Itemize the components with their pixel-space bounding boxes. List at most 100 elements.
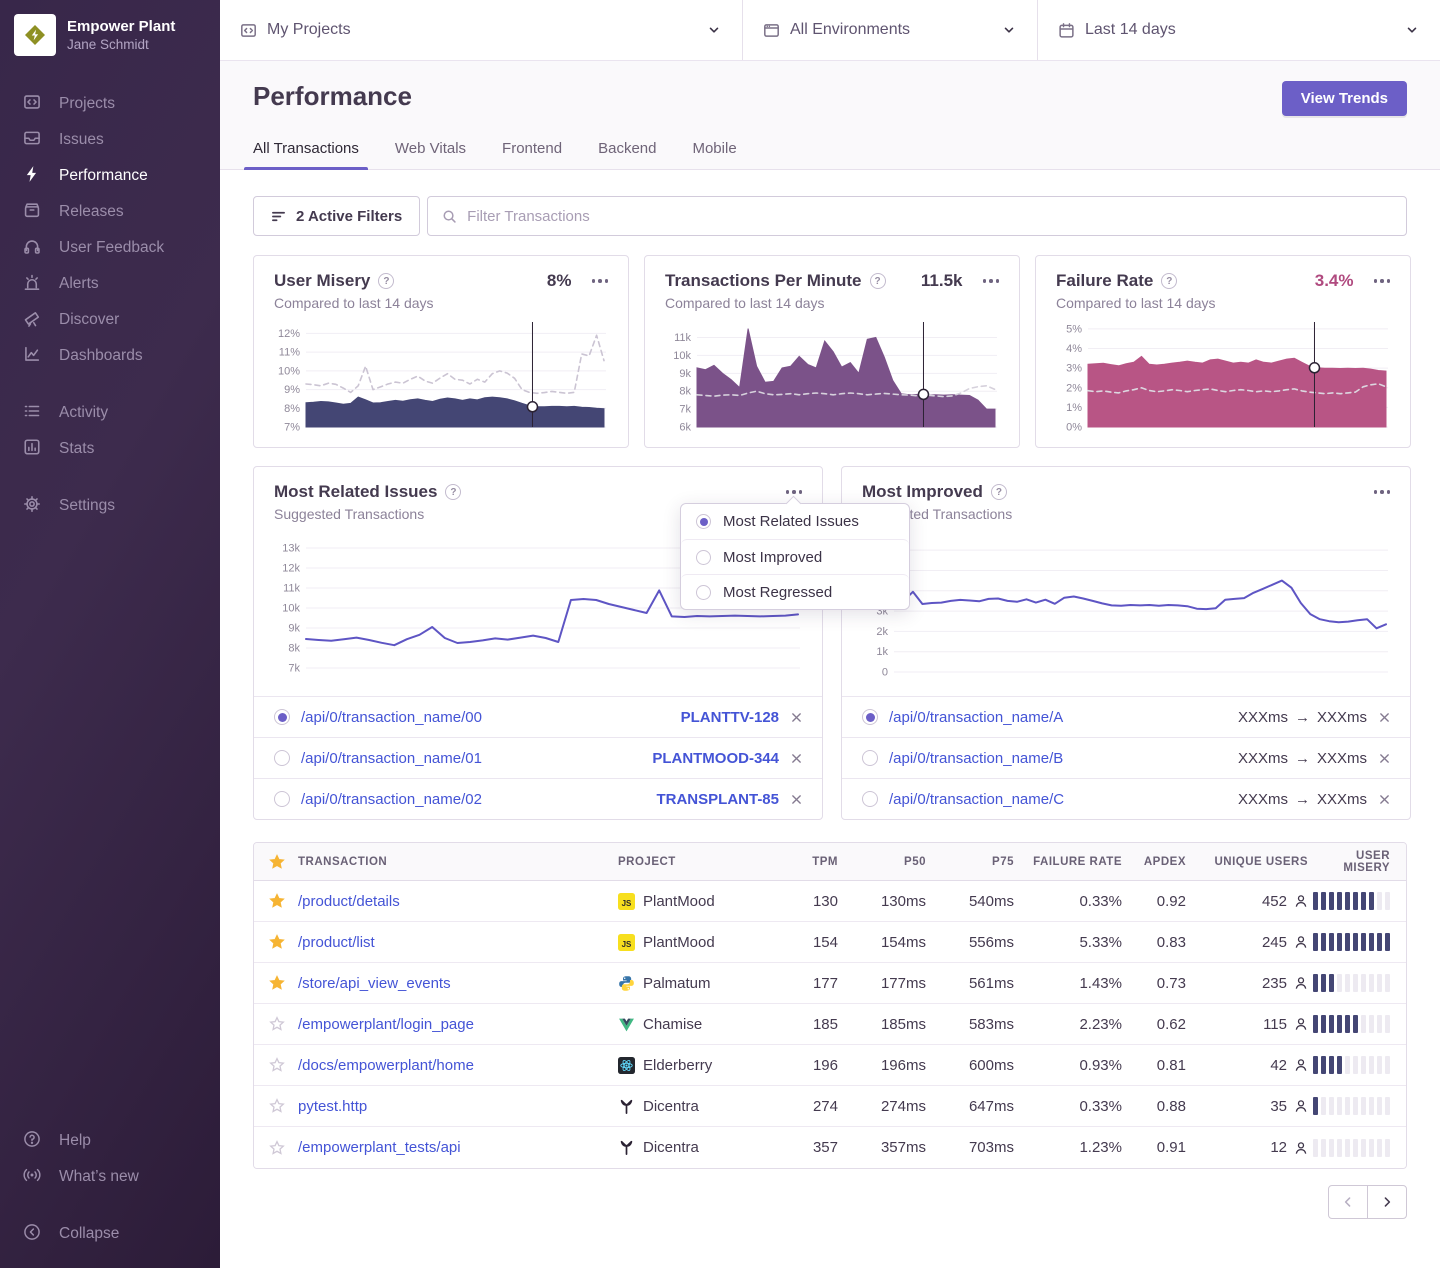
transaction-link[interactable]: /api/0/transaction_name/02 [301,790,482,808]
tab-backend[interactable]: Backend [598,140,657,157]
transaction-link[interactable]: /product/details [298,892,400,910]
environment-selector[interactable]: All Environments [742,0,1037,60]
sidebar-item-settings[interactable]: Settings [0,488,220,524]
card-menu-button[interactable] [982,275,999,287]
card-menu-button[interactable] [1373,275,1390,287]
menu-option-most-improved[interactable]: Most Improved [681,539,909,574]
issue-link[interactable]: PLANTMOOD-344 [652,749,779,767]
help-icon[interactable]: ? [445,484,462,500]
failure-rate-chart: 5% 4% 3% 2% 1% 0% [1066,322,1388,434]
sidebar-item-help[interactable]: Help [0,1123,220,1159]
sidebar-item-user-feedback[interactable]: User Feedback [0,230,220,266]
close-icon[interactable] [791,753,802,764]
transaction-link[interactable]: /api/0/transaction_name/C [889,790,1065,808]
issue-link[interactable]: PLANTTV-128 [680,708,779,726]
column-header-p75[interactable]: P75 [992,855,1014,868]
close-icon[interactable] [1379,753,1390,764]
issue-link[interactable]: TRANSPLANT-85 [656,790,779,808]
help-icon[interactable]: ? [990,484,1007,500]
tab-web-vitals[interactable]: Web Vitals [394,140,467,157]
transaction-link[interactable]: pytest.http [298,1097,368,1115]
transaction-radio[interactable] [862,709,878,725]
sidebar-item-stats[interactable]: Stats [0,431,220,467]
tab-frontend[interactable]: Frontend [502,140,563,157]
star-icon[interactable] [254,1139,298,1156]
user-misery-bars [1308,1097,1406,1115]
sidebar-item-whats-new[interactable]: What’s new [0,1159,220,1195]
star-icon[interactable] [254,975,298,991]
sidebar-item-performance[interactable]: Performance [0,158,220,194]
column-header-transaction[interactable]: TRANSACTION [298,855,388,868]
sidebar-collapse-button[interactable]: Collapse [0,1216,220,1252]
column-header-project[interactable]: PROJECT [618,855,676,868]
star-icon[interactable] [254,893,298,909]
menu-option-most-regressed[interactable]: Most Regressed [681,574,909,609]
collapse-icon [23,1223,41,1246]
help-icon[interactable]: ? [1161,273,1178,289]
project-selector[interactable]: My Projects [220,0,742,60]
star-icon[interactable] [254,1016,298,1032]
transaction-link[interactable]: /api/0/transaction_name/00 [301,708,482,726]
star-icon[interactable] [254,1098,298,1114]
org-switcher[interactable]: Empower Plant Jane Schmidt [0,0,220,56]
sidebar-item-discover[interactable]: Discover [0,302,220,338]
transaction-radio[interactable] [274,709,290,725]
close-icon[interactable] [1379,794,1390,805]
column-header-p50[interactable]: P50 [904,855,926,868]
panel-menu-button[interactable] [1373,486,1390,498]
date-range-selector[interactable]: Last 14 days [1037,0,1440,60]
panel-menu-button[interactable] [785,486,802,498]
sidebar-item-issues[interactable]: Issues [0,122,220,158]
column-header-user-misery[interactable]: USER MISERY [1343,849,1390,874]
previous-page-button[interactable] [1328,1185,1368,1219]
filter-icon [272,211,285,221]
close-icon[interactable] [791,712,802,723]
list-item: /api/0/transaction_name/01 PLANTMOOD-344 [254,737,822,778]
empower-plant-logo-icon [25,25,45,45]
tpm-value: 177 [812,974,838,992]
sidebar-item-label: Dashboards [59,347,143,364]
card-subtitle: Compared to last 14 days [665,295,825,311]
user-misery-bars [1308,1056,1406,1074]
transaction-link[interactable]: /api/0/transaction_name/A [889,708,1064,726]
menu-option-most-related-issues[interactable]: Most Related Issues [681,504,909,539]
sidebar-item-dashboards[interactable]: Dashboards [0,338,220,374]
transaction-radio[interactable] [274,750,290,766]
view-trends-button[interactable]: View Trends [1281,81,1407,116]
column-header-unique-users[interactable]: UNIQUE USERS [1214,855,1308,868]
star-icon[interactable] [254,934,298,950]
svg-text:1%: 1% [1066,402,1082,414]
column-header-apdex[interactable]: APDEX [1143,855,1186,868]
siren-icon [23,273,41,296]
transaction-link[interactable]: /store/api_view_events [298,974,451,992]
transaction-radio[interactable] [274,791,290,807]
sidebar-item-alerts[interactable]: Alerts [0,266,220,302]
active-filters-button[interactable]: 2 Active Filters [253,196,421,236]
transaction-link[interactable]: /empowerplant/login_page [298,1015,474,1033]
sidebar-item-projects[interactable]: Projects [0,86,220,122]
help-icon[interactable]: ? [869,273,886,289]
close-icon[interactable] [791,794,802,805]
column-header-tpm[interactable]: TPM [812,855,838,868]
p50-value: 177ms [880,974,926,992]
search-input[interactable] [467,207,1392,225]
p50-value: 196ms [880,1056,926,1074]
tab-mobile[interactable]: Mobile [692,140,737,157]
transaction-link[interactable]: /docs/empowerplant/home [298,1056,474,1074]
sidebar: Empower Plant Jane Schmidt Projects Issu… [0,0,220,1268]
transaction-radio[interactable] [862,750,878,766]
next-page-button[interactable] [1367,1185,1407,1219]
sidebar-item-activity[interactable]: Activity [0,395,220,431]
transaction-link[interactable]: /api/0/transaction_name/01 [301,749,482,767]
sidebar-item-releases[interactable]: Releases [0,194,220,230]
help-icon[interactable]: ? [378,273,395,289]
star-icon[interactable] [254,1057,298,1073]
tab-all-transactions[interactable]: All Transactions [244,134,368,170]
column-header-failure-rate[interactable]: FAILURE RATE [1033,855,1122,868]
transaction-link[interactable]: /empowerplant_tests/api [298,1139,461,1156]
card-menu-button[interactable] [591,275,608,287]
transaction-link[interactable]: /product/list [298,933,375,951]
close-icon[interactable] [1379,712,1390,723]
transaction-radio[interactable] [862,791,878,807]
transaction-link[interactable]: /api/0/transaction_name/B [889,749,1064,767]
